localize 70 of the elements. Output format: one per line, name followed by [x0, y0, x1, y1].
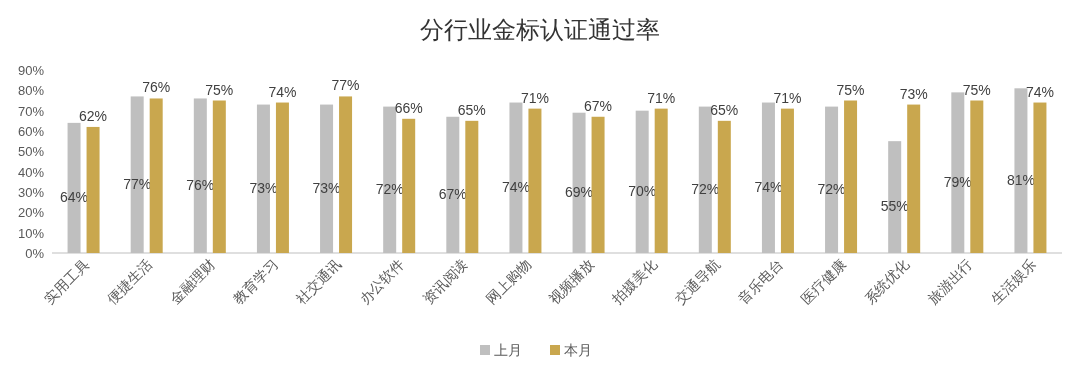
x-tick-label: 网上购物 — [483, 256, 534, 307]
data-label: 66% — [394, 99, 423, 116]
data-label: 65% — [710, 101, 739, 118]
data-label: 71% — [520, 89, 549, 106]
data-label: 65% — [457, 101, 486, 118]
legend-label: 本月 — [564, 343, 592, 358]
y-tick-label: 70% — [17, 103, 45, 119]
bar — [970, 100, 984, 253]
x-tick-label: 拍摄美化 — [608, 256, 660, 308]
y-tick-label: 50% — [17, 144, 45, 160]
data-label: 77% — [331, 77, 360, 94]
x-tick-label: 资讯阅读 — [420, 256, 471, 307]
data-label: 74% — [1025, 83, 1054, 100]
x-tick-label: 金融理财 — [167, 256, 218, 307]
data-label: 69% — [565, 183, 594, 200]
bar — [844, 100, 858, 253]
bar — [1033, 102, 1047, 253]
y-tick-label: 0% — [25, 246, 45, 261]
data-label: 76% — [142, 79, 171, 96]
x-tick-label: 系统优化 — [862, 256, 913, 307]
x-tick-label: 交通导航 — [672, 256, 723, 307]
x-tick-label: 视频播放 — [546, 256, 597, 307]
data-label: 73% — [899, 85, 928, 102]
bar — [149, 98, 163, 253]
bar — [465, 120, 479, 253]
x-tick-label: 社交通讯 — [293, 256, 345, 307]
bar — [402, 118, 416, 253]
data-label: 67% — [584, 97, 613, 114]
y-tick-label: 40% — [17, 164, 45, 180]
y-tick-label: 20% — [17, 205, 45, 221]
data-label: 64% — [60, 188, 89, 205]
data-label: 76% — [186, 176, 215, 193]
bar — [339, 96, 353, 253]
data-label: 72% — [691, 180, 720, 197]
data-label: 67% — [438, 185, 467, 202]
data-label: 74% — [501, 178, 530, 195]
data-label: 79% — [943, 173, 972, 190]
data-label: 77% — [123, 175, 152, 192]
bar — [780, 108, 794, 253]
data-label: 71% — [773, 89, 802, 106]
x-tick-label: 音乐电台 — [735, 256, 787, 307]
chart-title: 分行业金标认证通过率 — [420, 17, 660, 43]
bar — [591, 116, 605, 253]
x-tick-label: 便捷生活 — [104, 256, 155, 307]
data-label: 74% — [268, 83, 297, 100]
bar — [528, 108, 542, 253]
data-label: 75% — [836, 81, 865, 98]
x-tick-label: 医疗健康 — [798, 256, 850, 307]
bar — [86, 126, 100, 253]
bar — [654, 108, 668, 253]
y-tick-label: 10% — [17, 225, 45, 241]
y-tick-label: 90% — [17, 63, 45, 78]
bar — [275, 102, 289, 253]
x-tick-label: 旅游出行 — [925, 256, 976, 307]
x-tick-label: 办公软件 — [357, 256, 408, 307]
legend-label: 上月 — [494, 343, 522, 358]
bar — [717, 120, 731, 253]
x-tick-label: 教育学习 — [230, 255, 282, 307]
bar — [907, 104, 921, 253]
bar — [212, 100, 226, 253]
data-label: 81% — [1006, 171, 1035, 188]
data-label: 71% — [647, 89, 676, 106]
data-label: 75% — [205, 81, 234, 98]
data-label: 75% — [962, 81, 991, 98]
y-tick-label: 60% — [17, 124, 45, 139]
data-label: 62% — [79, 107, 108, 124]
data-label: 70% — [628, 182, 657, 199]
x-tick-label: 生活娱乐 — [988, 256, 1039, 307]
y-tick-label: 80% — [17, 83, 45, 99]
y-tick-label: 30% — [17, 185, 45, 200]
